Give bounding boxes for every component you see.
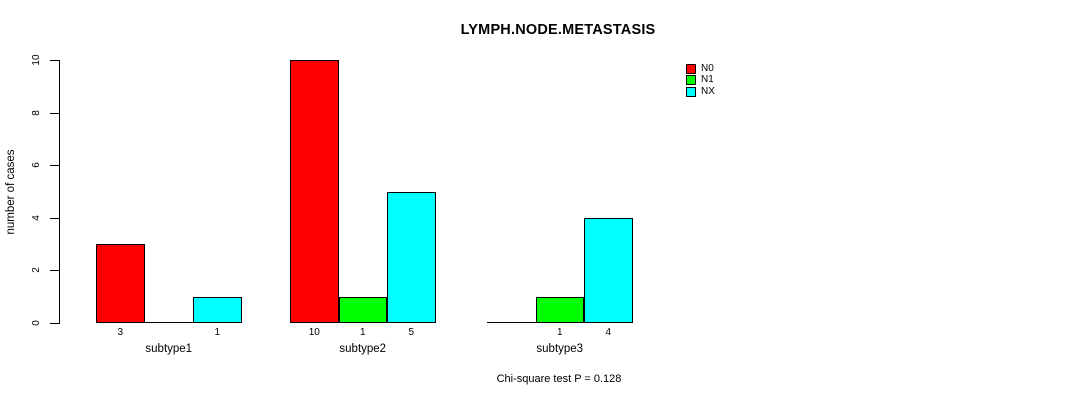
bar-value-label-n1-subtype3: 1 (556, 327, 563, 338)
bar-nx-subtype3 (584, 217, 633, 323)
chart-title: LYMPH.NODE.METASTASIS (460, 22, 656, 38)
legend-label-n1: N1 (701, 74, 714, 86)
legend-label-nx: NX (701, 85, 715, 97)
y-tick (50, 217, 59, 219)
y-tick-label: 10 (31, 54, 42, 66)
legend: N0 N1 NX (686, 63, 715, 98)
y-axis-line (59, 60, 60, 324)
bar-nx-subtype1 (193, 296, 242, 323)
y-axis-label: number of cases (5, 149, 17, 235)
bar-zero-n1-subtype1 (144, 322, 194, 323)
bar-value-label-n0-subtype1: 3 (117, 327, 124, 338)
bar-value-label-nx-subtype1: 1 (214, 327, 221, 338)
bar-nx-subtype2 (387, 191, 436, 323)
legend-item-nx: NX (686, 86, 715, 98)
x-category-label-subtype2: subtype2 (339, 343, 387, 355)
y-tick-label: 8 (31, 109, 42, 116)
bar-n1-subtype2 (338, 296, 387, 323)
y-tick (50, 60, 59, 61)
legend-swatch-n0 (686, 63, 696, 74)
y-tick-label: 2 (31, 267, 42, 274)
legend-label-n0: N0 (701, 62, 714, 74)
bar-n0-subtype2 (290, 60, 339, 323)
bar-n0-subtype1 (96, 244, 145, 323)
x-category-label-subtype1: subtype1 (145, 343, 193, 355)
y-tick-label: 0 (31, 320, 42, 326)
bar-value-label-n1-subtype2: 1 (359, 327, 366, 338)
chi-square-annotation: Chi-square test P = 0.128 (496, 373, 622, 385)
y-tick-label: 4 (31, 215, 42, 221)
bar-zero-n0-subtype3 (487, 322, 537, 323)
y-tick (50, 270, 59, 272)
legend-swatch-nx (686, 86, 696, 97)
y-tick (50, 323, 59, 324)
bar-value-label-n0-subtype2: 10 (308, 327, 320, 338)
y-tick (50, 112, 59, 114)
bar-value-label-nx-subtype3: 4 (605, 327, 612, 338)
legend-item-n1: N1 (686, 75, 715, 87)
legend-swatch-n1 (686, 75, 696, 86)
bar-n1-subtype3 (535, 296, 584, 323)
legend-item-n0: N0 (686, 63, 715, 75)
x-category-label-subtype3: subtype3 (536, 343, 584, 355)
bar-value-label-nx-subtype2: 5 (408, 327, 415, 338)
y-tick-label: 6 (31, 162, 42, 168)
y-tick (50, 165, 59, 167)
